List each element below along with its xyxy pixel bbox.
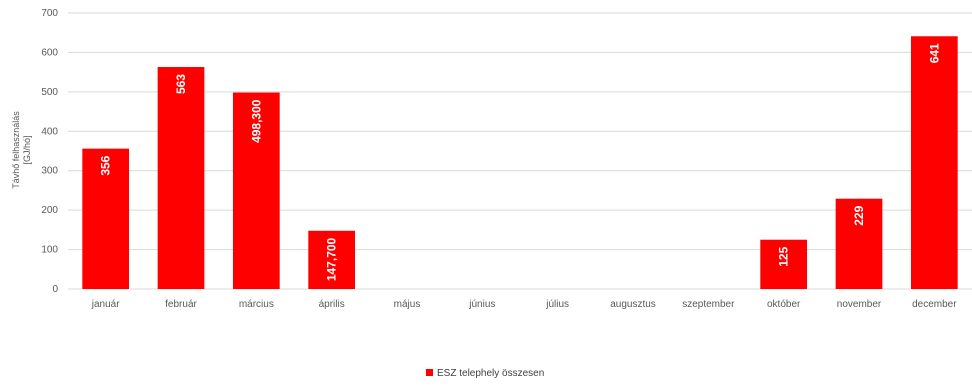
bar-november [835,198,883,289]
x-tick-label: szeptember [682,299,735,310]
bar-április [308,230,356,289]
y-axis-ticks: 0 100 200 300 400 500 600 700 [41,8,58,295]
y-tick-label: 300 [41,166,58,177]
y-axis-label: Távhő felhasználás [GJ/hó] [11,111,32,189]
y-tick-label: 100 [41,245,58,256]
y-tick-label: 500 [41,87,58,98]
y-tick-label: 400 [41,126,58,137]
data-label: 563 [174,74,188,94]
bar-január [82,148,130,289]
x-tick-label: február [165,299,197,310]
legend-swatch [426,369,433,376]
x-tick-label: október [767,299,801,310]
bar-december [910,36,958,290]
y-axis-label-line-2: [GJ/hó] [22,135,32,164]
x-tick-label: április [319,299,345,310]
data-label: 229 [852,205,866,225]
data-labels: 356 563 498,300 147,700 125 229 641 [99,43,942,281]
legend-label: ESZ telephely összesen [437,368,544,379]
data-label: 641 [927,43,941,63]
bar-február [157,67,205,289]
y-tick-label: 0 [52,284,58,295]
y-tick-label: 600 [41,47,58,58]
bars [82,36,958,290]
x-tick-label: június [468,299,495,310]
y-tick-label: 700 [41,8,58,19]
data-label: 356 [99,155,113,175]
x-tick-label: december [912,299,957,310]
data-label: 147,700 [325,237,339,281]
x-axis-ticks: január február március április május június jú… [91,299,957,310]
x-tick-label: január [91,299,120,310]
data-label: 498,300 [249,99,263,143]
gridlines [68,12,972,290]
y-tick-label: 200 [41,205,58,216]
legend: ESZ telephely összesen [426,368,544,379]
x-tick-label: március [239,299,274,310]
bar-október [760,239,808,289]
x-tick-label: augusztus [610,299,656,310]
bar-március [232,92,280,289]
x-tick-label: május [394,299,421,310]
x-tick-label: november [837,299,882,310]
y-axis-label-line-1: Távhő felhasználás [11,111,21,189]
data-label: 125 [777,246,791,266]
x-tick-label: július [545,299,569,310]
